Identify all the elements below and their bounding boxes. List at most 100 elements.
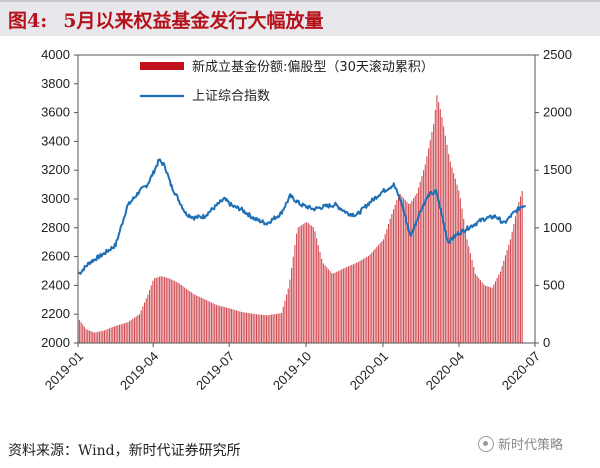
- bar-mark-246: [489, 287, 491, 343]
- bar-mark-31: [130, 319, 132, 343]
- bar-mark-170: [362, 258, 364, 343]
- bar-mark-262: [516, 208, 518, 343]
- bar-mark-122: [282, 306, 284, 343]
- bar-mark-32: [132, 318, 134, 343]
- legend-swatch-bar: [140, 62, 184, 70]
- bar-mark-220: [446, 144, 448, 343]
- bar-mark-150: [329, 271, 331, 343]
- bar-mark-172: [366, 256, 368, 343]
- y-left-tick-10: 4000: [41, 47, 70, 62]
- bar-mark-117: [274, 314, 276, 343]
- bar-mark-23: [117, 325, 119, 343]
- bar-mark-25: [120, 324, 122, 343]
- bar-mark-105: [254, 314, 256, 343]
- bar-mark-149: [327, 269, 329, 343]
- bar-mark-2: [82, 324, 84, 343]
- bar-mark-255: [504, 255, 507, 343]
- bar-mark-163: [351, 264, 353, 343]
- bar-mark-249: [494, 281, 496, 343]
- bar-mark-161: [347, 266, 349, 343]
- bar-mark-206: [423, 170, 425, 343]
- bar-mark-89: [227, 308, 229, 343]
- bar-mark-240: [479, 280, 481, 343]
- bar-mark-221: [448, 154, 450, 343]
- bar-mark-113: [267, 315, 269, 343]
- bar-mark-188: [392, 209, 395, 343]
- bar-mark-134: [302, 224, 304, 343]
- bar-mark-260: [513, 223, 515, 343]
- bar-mark-136: [306, 222, 308, 343]
- bar-mark-142: [316, 238, 318, 343]
- bar-mark-219: [444, 135, 446, 343]
- bar-mark-212: [433, 124, 435, 344]
- bar-mark-192: [399, 194, 401, 343]
- bar-mark-107: [257, 314, 259, 343]
- bar-mark-257: [508, 244, 510, 343]
- bar-mark-77: [207, 300, 209, 343]
- bar-mark-138: [309, 224, 311, 343]
- bar-mark-99: [244, 312, 246, 343]
- y-left-tick-0: 2000: [41, 335, 70, 350]
- bar-mark-85: [220, 306, 222, 343]
- bar-mark-92: [232, 309, 234, 343]
- bar-mark-139: [311, 225, 313, 343]
- bar-mark-153: [334, 272, 336, 343]
- bar-mark-209: [428, 148, 430, 343]
- bar-mark-239: [478, 278, 480, 343]
- bar-mark-100: [245, 312, 248, 343]
- bar-mark-236: [473, 266, 475, 343]
- bar-mark-195: [404, 199, 406, 343]
- bar-mark-8: [92, 331, 94, 343]
- bar-series: [78, 95, 523, 344]
- bar-mark-102: [249, 313, 251, 343]
- bar-mark-26: [122, 323, 124, 343]
- bar-mark-7: [90, 331, 92, 343]
- bar-mark-110: [262, 314, 264, 343]
- bar-mark-223: [451, 167, 453, 343]
- bar-mark-121: [281, 313, 283, 343]
- bar-mark-146: [322, 263, 324, 343]
- bar-mark-43: [150, 285, 152, 343]
- bar-mark-75: [204, 299, 206, 343]
- bar-mark-34: [135, 316, 137, 343]
- bar-mark-68: [192, 293, 194, 343]
- bar-mark-4: [85, 329, 87, 343]
- bar-mark-238: [476, 275, 478, 343]
- bar-mark-114: [269, 314, 271, 343]
- y-left-tick-1: 2200: [41, 306, 70, 321]
- bar-mark-201: [414, 195, 416, 343]
- bar-mark-73: [200, 297, 202, 343]
- bar-mark-183: [384, 234, 386, 343]
- bar-mark-37: [140, 310, 142, 343]
- watermark: 新时代策略: [478, 434, 563, 453]
- bar-mark-70: [195, 295, 197, 343]
- bar-mark-80: [212, 303, 214, 343]
- bar-mark-103: [250, 313, 253, 343]
- bar-mark-254: [503, 260, 505, 343]
- bar-mark-191: [397, 195, 400, 343]
- bar-mark-187: [391, 213, 393, 343]
- bar-mark-104: [252, 313, 254, 343]
- bar-mark-225: [454, 178, 456, 343]
- bar-mark-49: [160, 276, 162, 343]
- bar-mark-27: [123, 323, 126, 343]
- bar-mark-53: [167, 278, 169, 343]
- y-left-tick-3: 2600: [41, 249, 70, 264]
- bar-mark-67: [190, 292, 192, 343]
- bar-mark-157: [341, 269, 343, 343]
- y-right-tick-0: 0: [543, 335, 550, 350]
- bar-mark-66: [189, 291, 191, 343]
- bar-mark-20: [112, 327, 114, 343]
- bar-mark-71: [197, 296, 199, 343]
- bar-mark-224: [453, 173, 455, 343]
- bar-mark-148: [326, 267, 328, 343]
- bar-mark-17: [107, 329, 109, 343]
- y-right-tick-3: 1500: [543, 162, 572, 177]
- bar-mark-250: [496, 278, 498, 343]
- bar-mark-40: [145, 298, 147, 343]
- bar-mark-90: [229, 308, 231, 343]
- bar-mark-179: [377, 245, 380, 343]
- bar-mark-42: [149, 290, 151, 343]
- bar-mark-233: [468, 246, 470, 343]
- bar-mark-59: [177, 282, 179, 343]
